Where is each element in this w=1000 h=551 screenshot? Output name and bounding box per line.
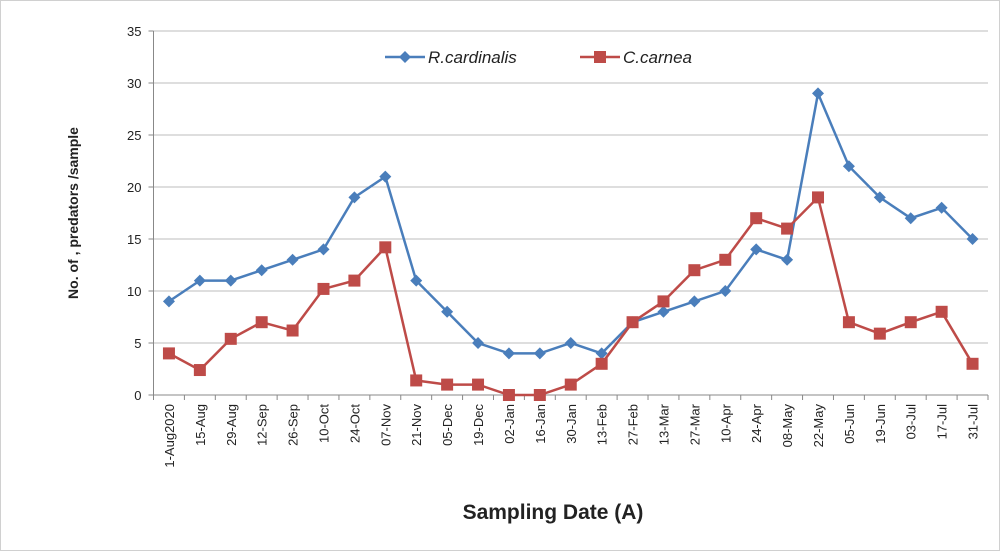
data-point <box>750 212 763 225</box>
x-tick-label: 29-Aug <box>224 404 239 446</box>
x-tick-label: 22-May <box>811 404 826 448</box>
x-tick-label: 1-Aug2020 <box>162 404 177 468</box>
x-tick-label: 21-Nov <box>409 404 424 446</box>
data-point <box>193 274 206 287</box>
data-point <box>750 243 763 256</box>
data-point <box>162 347 175 360</box>
data-point <box>719 253 732 266</box>
y-tick-label: 25 <box>127 128 141 143</box>
data-point <box>595 357 608 370</box>
data-point <box>688 295 701 308</box>
data-point <box>410 374 423 387</box>
data-point <box>193 364 206 377</box>
data-point <box>812 191 825 204</box>
x-tick-label: 17-Jul <box>935 404 950 440</box>
data-point <box>781 253 794 266</box>
x-tick-label: 19-Dec <box>471 404 486 446</box>
data-point <box>564 337 577 349</box>
data-point <box>781 222 794 235</box>
data-point <box>966 357 979 370</box>
data-point <box>255 316 268 329</box>
data-point <box>719 285 732 297</box>
data-point <box>348 274 361 287</box>
legend-label: R.cardinalis <box>428 48 517 67</box>
x-tick-label: 16-Jan <box>533 404 548 444</box>
data-point <box>472 378 485 391</box>
data-point <box>842 160 855 173</box>
data-point <box>533 347 546 360</box>
data-point <box>595 347 608 360</box>
legend-marker <box>594 51 606 63</box>
data-point <box>564 378 577 391</box>
data-point <box>904 316 917 329</box>
data-point <box>657 295 670 308</box>
data-point <box>379 170 392 183</box>
x-tick-label: 26-Sep <box>286 404 301 446</box>
data-point <box>626 316 639 329</box>
y-tick-label: 35 <box>127 24 141 39</box>
x-tick-label: 24-Apr <box>749 403 764 443</box>
x-tick-label: 07-Nov <box>378 404 393 446</box>
data-point <box>904 212 917 225</box>
x-tick-label: 05-Dec <box>440 404 455 446</box>
x-tick-label: 27-Mar <box>687 403 702 445</box>
x-tick-label: 27-Feb <box>626 404 641 445</box>
x-tick-label: 13-Mar <box>656 403 671 445</box>
y-axis-title: No. of , predators /sample <box>65 127 81 299</box>
data-point <box>317 243 330 256</box>
data-point <box>873 191 886 204</box>
y-tick-label: 15 <box>127 232 141 247</box>
data-point <box>935 305 948 318</box>
y-tick-label: 0 <box>134 388 141 403</box>
data-point <box>379 241 392 254</box>
x-tick-label: 13-Feb <box>595 404 610 445</box>
x-tick-label: 31-Jul <box>966 404 981 440</box>
data-point <box>255 264 268 277</box>
data-point <box>286 253 299 266</box>
x-tick-label: 15-Aug <box>193 404 208 446</box>
data-point <box>842 316 855 329</box>
y-tick-label: 10 <box>127 284 141 299</box>
data-point <box>410 274 423 287</box>
x-tick-label: 12-Sep <box>255 404 270 446</box>
legend-label: C.carnea <box>623 48 692 67</box>
y-tick-label: 20 <box>127 180 141 195</box>
x-tick-label: 05-Jun <box>842 404 857 444</box>
data-point <box>224 274 237 287</box>
data-point <box>873 327 886 340</box>
y-tick-label: 30 <box>127 76 141 91</box>
x-tick-label: 02-Jan <box>502 404 517 444</box>
y-tick-label: 5 <box>134 336 141 351</box>
data-point <box>688 264 701 277</box>
data-point <box>441 378 454 391</box>
data-point <box>472 337 485 349</box>
data-point <box>162 295 175 308</box>
data-point <box>533 389 546 401</box>
x-tick-label: 03-Jul <box>904 404 919 440</box>
x-axis-title: Sampling Date (A) <box>463 501 644 524</box>
data-point <box>812 87 825 100</box>
x-tick-label: 08-May <box>780 404 795 448</box>
data-point <box>502 389 515 401</box>
x-tick-label: 24-Oct <box>347 404 362 443</box>
data-point <box>348 191 361 204</box>
data-point <box>935 201 948 214</box>
data-point <box>317 282 330 295</box>
data-point <box>441 305 454 318</box>
x-tick-label: 10-Apr <box>718 403 733 443</box>
data-point <box>502 347 515 360</box>
legend-marker <box>399 51 411 63</box>
x-tick-label: 10-Oct <box>316 404 331 443</box>
data-point <box>286 324 299 337</box>
x-tick-label: 19-Jun <box>873 404 888 444</box>
data-point <box>966 233 979 245</box>
data-point <box>224 332 237 345</box>
x-tick-label: 30-Jan <box>564 404 579 444</box>
data-point <box>657 305 670 318</box>
